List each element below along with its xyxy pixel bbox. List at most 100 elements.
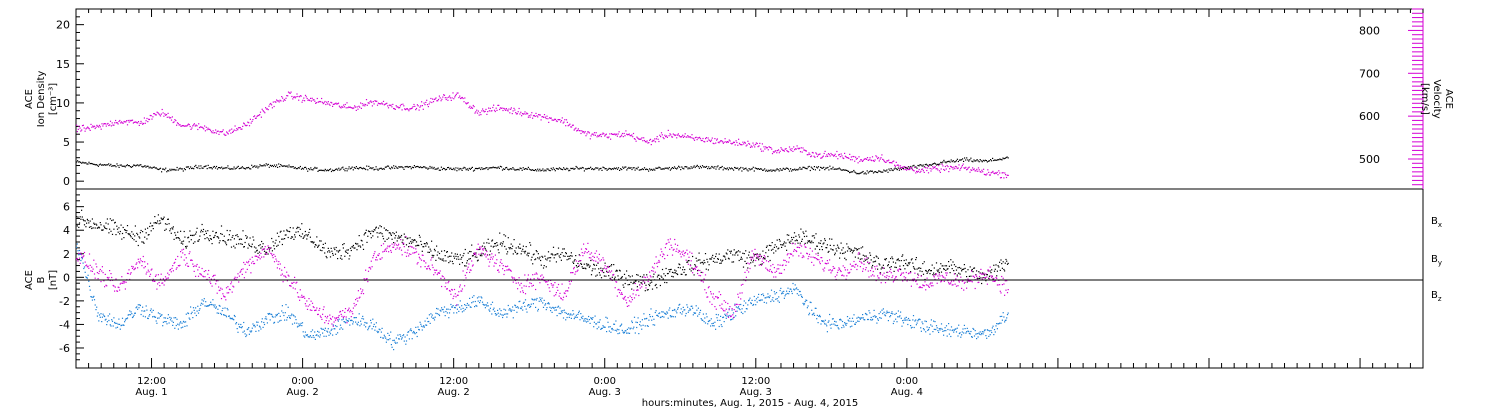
by-series-point — [367, 327, 370, 329]
velocity-series-point — [322, 103, 324, 105]
density-series-point — [348, 166, 350, 168]
density-series-point — [346, 170, 348, 172]
velocity-series-point — [494, 110, 496, 113]
by-series-point — [872, 315, 874, 318]
density-series-point — [488, 167, 490, 169]
bx-series-point — [687, 261, 689, 263]
bx-series-point — [850, 248, 852, 250]
by-series-point — [82, 262, 84, 264]
density-series-point — [518, 169, 520, 171]
by-series-point — [702, 319, 704, 321]
density-series-point — [922, 164, 924, 166]
density-series-point — [157, 168, 160, 171]
bx-series-point — [105, 222, 107, 224]
density-series-point — [830, 168, 832, 170]
by-series-point — [372, 325, 375, 328]
by-series-point — [902, 320, 904, 322]
velocity-series-point — [480, 114, 482, 116]
bx-series-point — [702, 261, 704, 263]
velocity-series-point — [76, 124, 78, 126]
velocity-series-point — [131, 119, 133, 121]
velocity-series-point — [749, 143, 751, 145]
by-series-point — [154, 316, 157, 318]
density-series-point — [896, 169, 898, 171]
density-series-point — [443, 168, 446, 170]
density-series-point — [927, 165, 929, 167]
bx-series-point — [416, 244, 418, 247]
velocity-series-point — [693, 138, 695, 140]
velocity-series-point — [269, 103, 271, 105]
bx-series-point — [164, 229, 166, 231]
by-series-point — [758, 299, 760, 301]
bx-series-point — [550, 253, 552, 255]
density-series-point — [378, 168, 380, 170]
bx-series-point — [536, 251, 538, 253]
bx-series-point — [119, 230, 121, 233]
bx-series-point — [687, 260, 689, 262]
by-series-point — [817, 322, 819, 324]
density-series-point — [944, 161, 946, 163]
by-series-point — [529, 306, 531, 308]
velocity-series-point — [588, 131, 590, 133]
bx-series-point — [834, 252, 836, 254]
bx-series-point — [669, 269, 671, 271]
density-series-point — [226, 167, 228, 169]
bx-series-point — [385, 229, 387, 231]
density-series-point — [253, 165, 255, 168]
by-series-point — [385, 337, 387, 339]
bx-series-point — [723, 255, 725, 257]
by-series-point — [163, 317, 165, 319]
bx-series-point — [882, 267, 884, 269]
bx-series-point — [495, 245, 497, 247]
velocity-series-point — [343, 104, 345, 106]
density-series-point — [374, 168, 376, 170]
bx-series-point — [643, 274, 645, 276]
density-series-point — [213, 165, 215, 168]
by-series-point — [996, 328, 998, 330]
velocity-series-point — [877, 157, 880, 159]
velocity-series-point — [788, 146, 791, 148]
velocity-series-point — [98, 126, 100, 128]
velocity-series-point — [417, 105, 419, 107]
by-series-point — [622, 331, 624, 333]
x-tick-time: 12:00 — [137, 376, 166, 387]
bx-series-point — [596, 274, 598, 276]
bx-series-point — [623, 286, 625, 288]
density-series-point — [692, 166, 694, 168]
velocity-series-point — [798, 148, 800, 150]
density-series-point — [234, 168, 236, 170]
by-series-point — [846, 322, 848, 325]
velocity-series-point — [751, 146, 753, 148]
by-series-point — [608, 330, 610, 332]
velocity-series-point — [431, 101, 433, 104]
bx-series-point — [632, 282, 634, 285]
bx-series-point — [200, 229, 202, 231]
by-series-point — [573, 313, 575, 315]
by-series-point — [859, 318, 861, 320]
density-series-point — [320, 169, 322, 171]
bx-series-point — [190, 239, 192, 241]
bx-series-point — [225, 244, 228, 246]
bx-series-point — [705, 268, 707, 270]
density-series-point — [240, 167, 242, 169]
density-series-point — [376, 168, 378, 170]
velocity-series-point — [739, 143, 741, 146]
density-series-point — [386, 165, 389, 167]
by-series-point — [141, 310, 143, 312]
velocity-series-point — [788, 151, 790, 153]
velocity-series-point — [933, 167, 935, 169]
bx-series-point — [659, 284, 661, 287]
bx-series-point — [531, 256, 533, 258]
velocity-series-point — [955, 165, 957, 168]
density-series-point — [743, 168, 745, 170]
density-series-point — [516, 169, 518, 171]
velocity-series-point — [159, 114, 161, 116]
bx-series-point — [552, 246, 555, 248]
density-series-point — [566, 167, 568, 169]
by-series-point — [621, 329, 623, 331]
by-series-point — [948, 333, 950, 335]
bx-series-point — [787, 239, 789, 241]
by-series-point — [920, 330, 922, 332]
by-series-point — [690, 305, 692, 307]
by-series-point — [801, 296, 803, 298]
